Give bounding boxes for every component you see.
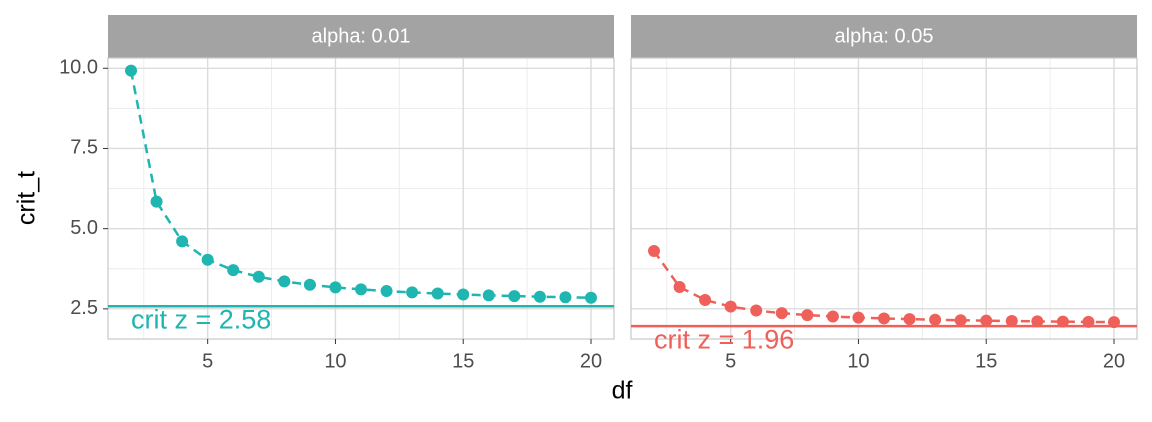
point bbox=[801, 309, 814, 322]
point bbox=[252, 270, 265, 283]
point bbox=[750, 304, 763, 317]
point bbox=[1108, 316, 1120, 329]
panel-border bbox=[107, 57, 615, 340]
point bbox=[227, 264, 240, 277]
strip-label: alpha: 0.05 bbox=[835, 25, 934, 47]
point bbox=[559, 291, 572, 304]
point bbox=[482, 289, 495, 302]
y-tick-label: 10.0 bbox=[59, 57, 98, 79]
point bbox=[380, 285, 393, 298]
point bbox=[431, 287, 444, 300]
x-tick-label: 10 bbox=[324, 350, 346, 372]
point bbox=[329, 281, 342, 294]
strip-label: alpha: 0.01 bbox=[312, 25, 411, 47]
x-tick-label: 5 bbox=[725, 350, 736, 372]
point bbox=[406, 286, 419, 299]
x-tick-label: 15 bbox=[975, 350, 997, 372]
point bbox=[673, 280, 686, 293]
y-axis-title: crit_t bbox=[13, 171, 41, 225]
point bbox=[1031, 315, 1044, 328]
point bbox=[1082, 315, 1095, 328]
point bbox=[775, 307, 788, 320]
point bbox=[724, 300, 737, 313]
x-tick-label: 20 bbox=[580, 350, 602, 372]
strip bbox=[631, 15, 1137, 58]
point bbox=[355, 283, 367, 296]
point bbox=[533, 290, 546, 303]
y-tick-label: 5.0 bbox=[70, 217, 98, 239]
panel bbox=[631, 58, 1137, 339]
point bbox=[878, 312, 890, 325]
point bbox=[954, 314, 967, 327]
point bbox=[648, 245, 660, 258]
x-tick-label: 20 bbox=[1103, 350, 1125, 372]
point bbox=[585, 291, 597, 304]
y-tick-label: 2.5 bbox=[70, 297, 98, 319]
point bbox=[699, 293, 712, 306]
point bbox=[125, 64, 137, 77]
point bbox=[903, 313, 916, 326]
annotation: crit z = 2.58 bbox=[131, 304, 271, 334]
point bbox=[201, 253, 214, 266]
point bbox=[1005, 315, 1018, 328]
strip bbox=[108, 15, 614, 58]
x-tick-label: 15 bbox=[452, 350, 474, 372]
point bbox=[929, 313, 942, 326]
panel-border bbox=[630, 57, 1138, 340]
point bbox=[278, 275, 291, 288]
point bbox=[303, 278, 316, 291]
point bbox=[1056, 315, 1069, 328]
x-tick-label: 5 bbox=[202, 350, 213, 372]
point bbox=[980, 314, 993, 327]
point bbox=[508, 290, 521, 303]
x-axis-title: df bbox=[612, 377, 633, 405]
annotation: crit z = 1.96 bbox=[654, 324, 794, 354]
x-tick-label: 10 bbox=[847, 350, 869, 372]
point bbox=[826, 310, 839, 323]
point bbox=[852, 311, 865, 324]
point bbox=[457, 288, 470, 301]
point bbox=[176, 235, 189, 248]
point bbox=[150, 195, 163, 208]
y-tick-label: 7.5 bbox=[70, 137, 98, 159]
